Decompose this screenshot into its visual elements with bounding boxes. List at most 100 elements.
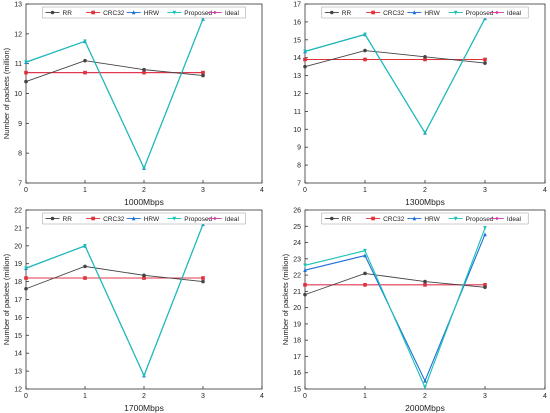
data-point-rr [142, 67, 146, 72]
data-point-crc32 [363, 57, 367, 62]
legend-marker-proposed [453, 10, 458, 15]
data-point-proposed [303, 49, 307, 54]
y-tick-label: 17 [14, 297, 22, 304]
plot-frame [25, 3, 263, 184]
x-tick-label: 2 [423, 393, 427, 400]
x-tick-label: 4 [543, 393, 547, 400]
y-tick-label: 26 [293, 208, 301, 215]
data-point-proposed [142, 166, 146, 171]
data-point-crc32 [142, 70, 146, 75]
data-point-crc32 [201, 276, 205, 280]
legend-label-ideal: Ideal [225, 216, 240, 223]
series-line-rr [25, 265, 204, 290]
data-point-crc32 [423, 283, 427, 287]
x-tick-label: 3 [483, 187, 487, 194]
legend-label-rr: RR [342, 216, 352, 223]
series-line-rr [304, 50, 486, 68]
y-tick-label: 22 [14, 208, 22, 215]
legend-label-proposed: Proposed [184, 10, 212, 17]
x-axis-label: 2000Mbps [405, 403, 445, 413]
series-line-rr [304, 273, 486, 296]
data-point-crc32 [303, 283, 307, 287]
data-point-proposed [24, 266, 28, 271]
legend-label-proposed: Proposed [466, 216, 494, 223]
data-point-crc32 [483, 57, 487, 62]
series-line-proposed [304, 18, 486, 134]
data-point-hrw [423, 378, 427, 383]
y-tick-label: 14 [14, 351, 22, 358]
legend-marker-ideal [213, 10, 217, 15]
data-point-proposed [483, 226, 487, 231]
data-point-rr [303, 64, 307, 69]
legend-label-ideal: Ideal [507, 216, 522, 223]
x-tick-label: 3 [483, 393, 487, 400]
data-point-proposed [423, 385, 427, 390]
plot-frame [304, 3, 546, 184]
legend-label-proposed: Proposed [184, 216, 212, 223]
x-tick-label: 2 [142, 393, 146, 400]
x-tick-label: 1 [83, 187, 87, 194]
y-tick-label: 15 [293, 37, 301, 44]
data-point-rr [423, 55, 427, 59]
data-point-proposed [303, 263, 307, 268]
legend-marker-hrw [131, 10, 136, 15]
legend-label-proposed: Proposed [466, 10, 494, 17]
legend-label-hrw: HRW [144, 216, 160, 223]
legend-marker-proposed [453, 216, 458, 221]
chart-panel-4: 0 1 2 3 41516171819202122232425262000MbpsNum… [281, 208, 547, 413]
x-tick-label: 1 [363, 187, 367, 194]
y-tick-label: 12 [14, 31, 22, 38]
data-point-proposed [363, 32, 367, 37]
y-tick-label: 8 [297, 163, 301, 170]
data-point-crc32 [303, 57, 307, 62]
legend-marker-proposed [172, 216, 177, 221]
data-point-rr [201, 73, 205, 78]
y-axis-label: Number of packets (million) [2, 253, 11, 345]
data-point-crc32 [483, 283, 487, 287]
legend-label-hrw: HRW [144, 10, 160, 17]
y-tick-label: 13 [293, 73, 301, 80]
legend-box [321, 212, 529, 225]
data-point-rr [24, 286, 28, 291]
legend-label-hrw: HRW [424, 216, 440, 223]
data-point-rr [201, 279, 205, 284]
legend-label-crc32: CRC32 [103, 10, 125, 17]
data-point-hrw [303, 268, 307, 273]
legend-marker-hrw [412, 216, 417, 221]
y-axis-label: Number of packets (million) [2, 47, 11, 139]
y-tick-label: 10 [14, 91, 22, 98]
x-tick-label: 4 [260, 187, 264, 194]
y-tick-label: 17 [293, 354, 301, 361]
data-point-rr [363, 271, 367, 276]
data-point-crc32 [83, 70, 87, 75]
legend-marker-hrw [412, 10, 417, 15]
data-point-rr [24, 79, 28, 84]
y-tick-label: 18 [293, 338, 301, 345]
plot-frame [25, 209, 263, 390]
data-point-hrw [363, 253, 367, 258]
x-tick-label: 0 [24, 187, 28, 194]
x-axis-label: 1000Mbps [124, 197, 164, 207]
series-line-proposed [25, 18, 204, 170]
y-tick-label: 23 [293, 256, 301, 263]
legend-marker-ideal [213, 216, 217, 221]
y-tick-label: 9 [297, 145, 301, 152]
data-point-rr [142, 273, 146, 278]
y-tick-label: 18 [14, 279, 22, 286]
x-tick-label: 0 [303, 187, 307, 194]
legend-marker-rr [330, 10, 334, 15]
legend-label-rr: RR [342, 10, 352, 17]
x-tick-label: 2 [423, 187, 427, 194]
y-tick-label: 14 [293, 55, 301, 62]
y-tick-label: 13 [14, 2, 22, 9]
series-line-proposed [304, 227, 486, 389]
y-tick-label: 12 [14, 387, 22, 394]
y-tick-label: 15 [293, 387, 301, 394]
y-tick-label: 19 [293, 321, 301, 328]
series-line-hrw [25, 18, 204, 170]
legend-label-crc32: CRC32 [103, 216, 125, 223]
legend-label-ideal: Ideal [225, 10, 240, 17]
y-tick-label: 21 [293, 289, 301, 296]
data-point-crc32 [24, 276, 28, 280]
legend-marker-crc32 [371, 10, 375, 15]
